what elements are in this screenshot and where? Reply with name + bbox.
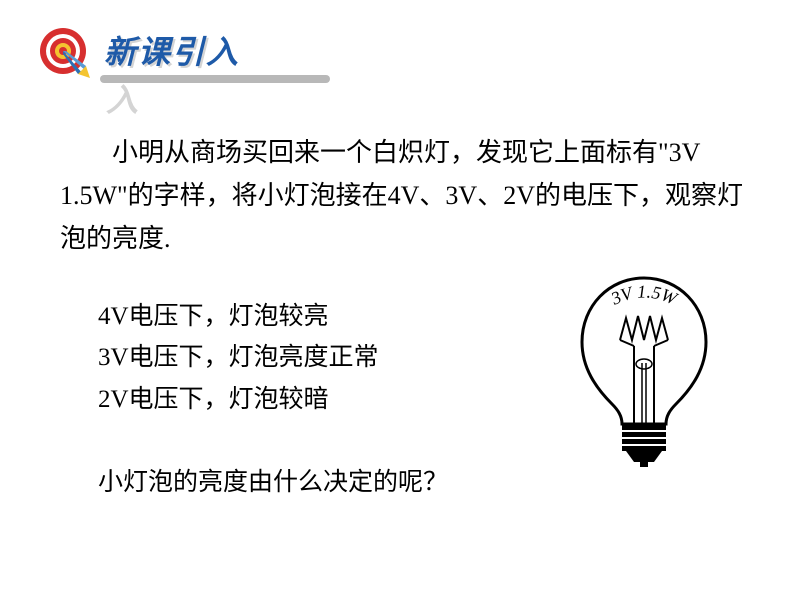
observation-line: 4V电压下，灯泡较亮 bbox=[98, 296, 379, 337]
target-icon bbox=[38, 26, 92, 80]
section-title: 新课引入 bbox=[104, 27, 240, 79]
observation-line: 3V电压下，灯泡亮度正常 bbox=[98, 337, 379, 378]
lightbulb-illustration: 3V 1.5W bbox=[564, 268, 724, 468]
title-container: 新课引入 新课引入 bbox=[104, 27, 240, 79]
observation-list: 4V电压下，灯泡较亮 3V电压下，灯泡亮度正常 2V电压下，灯泡较暗 bbox=[98, 296, 379, 420]
header: 新课引入 新课引入 bbox=[38, 26, 240, 80]
intro-paragraph: 小明从商场买回来一个白炽灯，发现它上面标有"3V 1.5W"的字样，将小灯泡接在… bbox=[60, 132, 746, 261]
observation-line: 2V电压下，灯泡较暗 bbox=[98, 379, 379, 420]
question-text: 小灯泡的亮度由什么决定的呢？ bbox=[98, 462, 448, 498]
